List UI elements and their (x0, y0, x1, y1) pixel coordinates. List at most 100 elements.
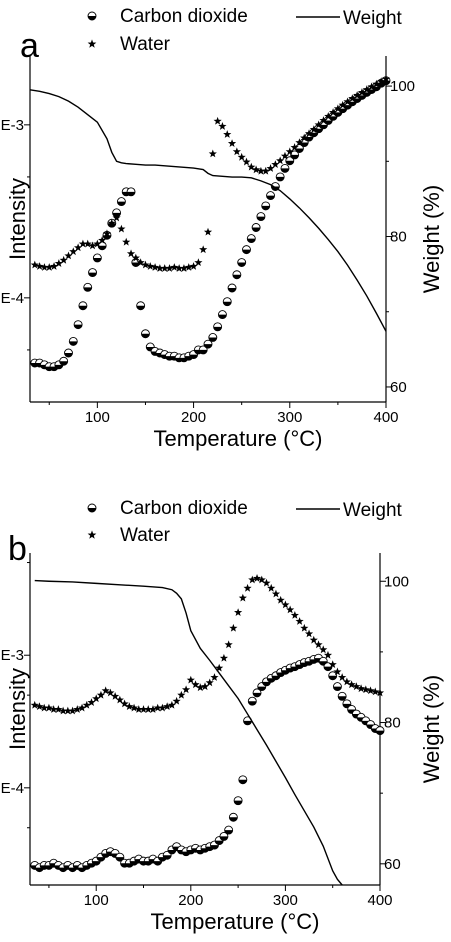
water-point (98, 236, 107, 244)
co2-point (375, 726, 385, 736)
co2-point-fill (229, 817, 238, 822)
x-tick-label: 400 (367, 892, 392, 909)
water-point (181, 685, 191, 694)
weight-line (29, 89, 387, 332)
water-point (172, 696, 181, 705)
water-point (184, 263, 193, 271)
co2-point (83, 282, 93, 292)
co2-point (232, 270, 242, 280)
co2-point-fill (131, 262, 140, 267)
co2-point-fill (267, 678, 276, 683)
y-right-tick-label: 100 (390, 78, 415, 95)
water-point (252, 574, 262, 582)
water-point (338, 673, 347, 681)
series-water (30, 74, 391, 272)
water-point (309, 125, 318, 133)
water-point (242, 157, 251, 166)
water-point (219, 653, 229, 662)
y-left-tick-label: 1E-3 (0, 117, 24, 134)
x-tick-label: 100 (84, 892, 109, 909)
x-tick-label: 200 (181, 409, 206, 426)
water-point (348, 94, 357, 102)
co2-point (242, 245, 251, 255)
water-point (101, 686, 110, 695)
y-right-tick-label: 80 (384, 715, 401, 732)
co2-point-fill (338, 108, 347, 113)
co2-point (228, 812, 238, 822)
co2-point-fill (242, 249, 251, 254)
water-point (107, 218, 116, 227)
water-point (134, 705, 143, 713)
series-weight (34, 579, 343, 886)
x-tick-label: 100 (85, 409, 110, 426)
water-point (353, 91, 362, 99)
co2-point-fill (163, 855, 172, 860)
co2-point (237, 258, 247, 267)
water-point (167, 700, 176, 709)
series-carbon-dioxide (30, 653, 385, 873)
water-point (323, 650, 333, 659)
co2-point-fill (252, 227, 261, 232)
water-point (68, 706, 77, 715)
y-right-tick-label: 60 (390, 379, 407, 396)
legend-label: Water (120, 525, 171, 546)
co2-point-fill (88, 272, 97, 277)
co2-point (257, 682, 267, 692)
water-point (381, 74, 391, 83)
water-point (126, 249, 136, 258)
co2-point (64, 348, 73, 358)
co2-point-fill (367, 89, 376, 94)
water-point (87, 698, 96, 706)
co2-point-fill (333, 686, 342, 691)
water-point (139, 705, 148, 713)
water-point (92, 694, 101, 703)
co2-point-fill (54, 364, 63, 369)
water-point (148, 705, 158, 713)
water-point (352, 682, 361, 691)
water-point (144, 705, 153, 713)
water-point (342, 677, 351, 686)
co2-point (198, 345, 208, 355)
water-point (276, 156, 285, 165)
water-point (200, 682, 210, 691)
y-right-tick-label: 100 (384, 573, 409, 590)
co2-point-fill (78, 305, 87, 310)
water-point (78, 239, 88, 248)
water-point (146, 262, 155, 270)
water-point (74, 243, 83, 252)
legend-item-weight: Weight (296, 500, 403, 521)
co2-point-fill (324, 120, 333, 125)
water-point (96, 690, 106, 699)
water-point (163, 702, 172, 711)
water-point (93, 239, 102, 248)
co2-point-fill (376, 730, 384, 735)
co2-point-fill (253, 692, 262, 697)
co2-point (68, 336, 78, 346)
water-point (189, 262, 198, 270)
co2-point (256, 212, 266, 222)
panel-letter: a (20, 27, 39, 65)
co2-point-fill (141, 333, 150, 338)
water-point (191, 680, 200, 689)
water-point (40, 703, 49, 712)
x-axis-title: Temperature (°C) (151, 909, 320, 934)
water-point (257, 575, 266, 584)
co2-point-fill (218, 314, 227, 319)
water-point (170, 263, 179, 271)
water-point (155, 264, 164, 272)
water-point (290, 611, 299, 619)
legend-label: Weight (343, 500, 403, 521)
co2-point (266, 191, 275, 201)
co2-point (238, 775, 248, 785)
co2-point-fill (223, 301, 232, 306)
water-point (54, 259, 63, 267)
co2-point (285, 156, 295, 166)
co2-point-fill (228, 287, 237, 292)
co2-point (233, 796, 243, 806)
water-point (357, 88, 367, 96)
water-point (347, 680, 356, 689)
co2-point (78, 301, 88, 311)
water-point (186, 675, 195, 684)
panel-letter: b (8, 530, 27, 568)
water-point (64, 251, 73, 260)
